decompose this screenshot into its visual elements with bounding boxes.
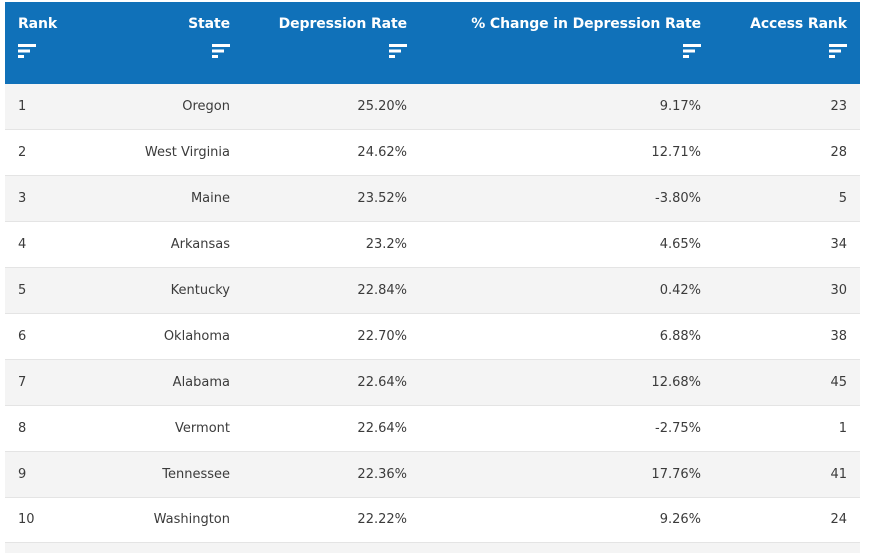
rankings-table: Rank State Depression Rate % Change in D… (5, 2, 860, 553)
cell-rank: 3 (5, 175, 95, 223)
cell-state: Oklahoma (95, 313, 243, 360)
table-row: 7 Alabama 22.64% 12.68% 45 (5, 359, 860, 406)
cell-change: 6.88% (420, 313, 714, 360)
column-header-access-rank[interactable]: Access Rank (714, 2, 860, 84)
cell-depression-rate: 22.64% (243, 359, 420, 406)
column-header-state[interactable]: State (95, 2, 243, 84)
cell-change: 17.76% (420, 451, 714, 498)
cell-state: Tennessee (95, 451, 243, 498)
cell-change: 4.65% (420, 221, 714, 269)
cell-change: 12.68% (420, 359, 714, 406)
cell-access-rank: 1 (714, 405, 860, 452)
cell-rank: 6 (5, 313, 95, 360)
cell-state: Arkansas (95, 221, 243, 269)
table-row-partial (5, 542, 860, 553)
table-cell-empty (5, 543, 95, 553)
cell-depression-rate: 22.64% (243, 405, 420, 452)
table-row: 5 Kentucky 22.84% 0.42% 30 (5, 267, 860, 314)
cell-change: -3.80% (420, 175, 714, 223)
column-header-label: Depression Rate (278, 16, 407, 32)
cell-rank: 1 (5, 84, 95, 131)
cell-depression-rate: 23.52% (243, 175, 420, 223)
cell-state: Maine (95, 175, 243, 223)
sort-icon[interactable] (829, 44, 847, 58)
cell-state: Kentucky (95, 267, 243, 314)
sort-icon[interactable] (18, 44, 36, 58)
table-cell-empty (420, 543, 714, 553)
column-header-label: Access Rank (750, 16, 847, 32)
cell-state: West Virginia (95, 129, 243, 177)
cell-change: -2.75% (420, 405, 714, 452)
column-header-depression-rate[interactable]: Depression Rate (243, 2, 420, 84)
table-body: 1 Oregon 25.20% 9.17% 23 2 West Virginia 24.62%… (5, 84, 860, 553)
cell-depression-rate: 22.84% (243, 267, 420, 314)
table-row: 9 Tennessee 22.36% 17.76% 41 (5, 451, 860, 498)
cell-access-rank: 41 (714, 451, 860, 498)
cell-depression-rate: 22.36% (243, 451, 420, 498)
table-row: 4 Arkansas 23.2% 4.65% 34 (5, 221, 860, 269)
cell-access-rank: 5 (714, 175, 860, 223)
table-row: 3 Maine 23.52% -3.80% 5 (5, 175, 860, 223)
header-row: Rank State Depression Rate % Change in D… (5, 2, 860, 84)
column-header-label: State (188, 16, 230, 32)
cell-depression-rate: 22.22% (243, 497, 420, 544)
cell-access-rank: 28 (714, 129, 860, 177)
cell-state: Alabama (95, 359, 243, 406)
rankings-table-container: Rank State Depression Rate % Change in D… (5, 2, 860, 553)
cell-rank: 5 (5, 267, 95, 314)
table-cell-empty (243, 543, 420, 553)
cell-depression-rate: 22.70% (243, 313, 420, 360)
cell-change: 12.71% (420, 129, 714, 177)
cell-access-rank: 38 (714, 313, 860, 360)
cell-depression-rate: 24.62% (243, 129, 420, 177)
cell-state: Vermont (95, 405, 243, 452)
cell-access-rank: 23 (714, 84, 860, 131)
table-row: 8 Vermont 22.64% -2.75% 1 (5, 405, 860, 452)
table-row: 6 Oklahoma 22.70% 6.88% 38 (5, 313, 860, 360)
cell-depression-rate: 25.20% (243, 84, 420, 131)
table-cell-empty (714, 543, 860, 553)
cell-rank: 4 (5, 221, 95, 269)
cell-access-rank: 24 (714, 497, 860, 544)
cell-rank: 10 (5, 497, 95, 544)
cell-change: 0.42% (420, 267, 714, 314)
column-header-change-in-depression-rate[interactable]: % Change in Depression Rate (420, 2, 714, 84)
table-row: 10 Washington 22.22% 9.26% 24 (5, 497, 860, 544)
cell-change: 9.17% (420, 84, 714, 131)
column-header-label: Rank (18, 16, 58, 32)
cell-rank: 2 (5, 129, 95, 177)
table-header: Rank State Depression Rate % Change in D… (5, 2, 860, 84)
cell-access-rank: 34 (714, 221, 860, 269)
cell-state: Washington (95, 497, 243, 544)
column-header-rank[interactable]: Rank (5, 2, 95, 84)
cell-rank: 7 (5, 359, 95, 406)
cell-rank: 8 (5, 405, 95, 452)
table-row: 1 Oregon 25.20% 9.17% 23 (5, 84, 860, 131)
cell-state: Oregon (95, 84, 243, 131)
table-cell-empty (95, 543, 243, 553)
table-row: 2 West Virginia 24.62% 12.71% 28 (5, 129, 860, 177)
sort-icon[interactable] (212, 44, 230, 58)
cell-depression-rate: 23.2% (243, 221, 420, 269)
sort-icon[interactable] (389, 44, 407, 58)
cell-change: 9.26% (420, 497, 714, 544)
sort-icon[interactable] (683, 44, 701, 58)
cell-rank: 9 (5, 451, 95, 498)
column-header-label: % Change in Depression Rate (471, 16, 701, 32)
cell-access-rank: 45 (714, 359, 860, 406)
cell-access-rank: 30 (714, 267, 860, 314)
